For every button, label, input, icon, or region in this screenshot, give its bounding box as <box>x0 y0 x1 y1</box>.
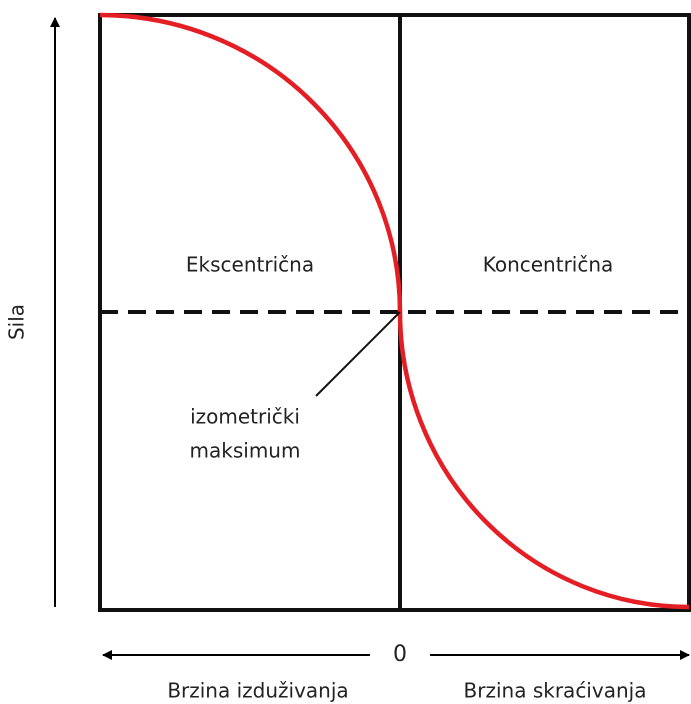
region-label: Koncentrična <box>483 253 614 277</box>
x-label: Brzina skraćivanja <box>464 679 647 703</box>
x-label: Brzina izduživanja <box>167 679 348 703</box>
leader-line <box>315 311 401 397</box>
origin-label: 0 <box>393 642 407 667</box>
y-axis-label: Sila <box>5 304 29 340</box>
region-label: Ekscentrična <box>186 253 314 277</box>
annotation: maksimum <box>190 439 301 463</box>
annotation: izometrički <box>190 405 300 429</box>
